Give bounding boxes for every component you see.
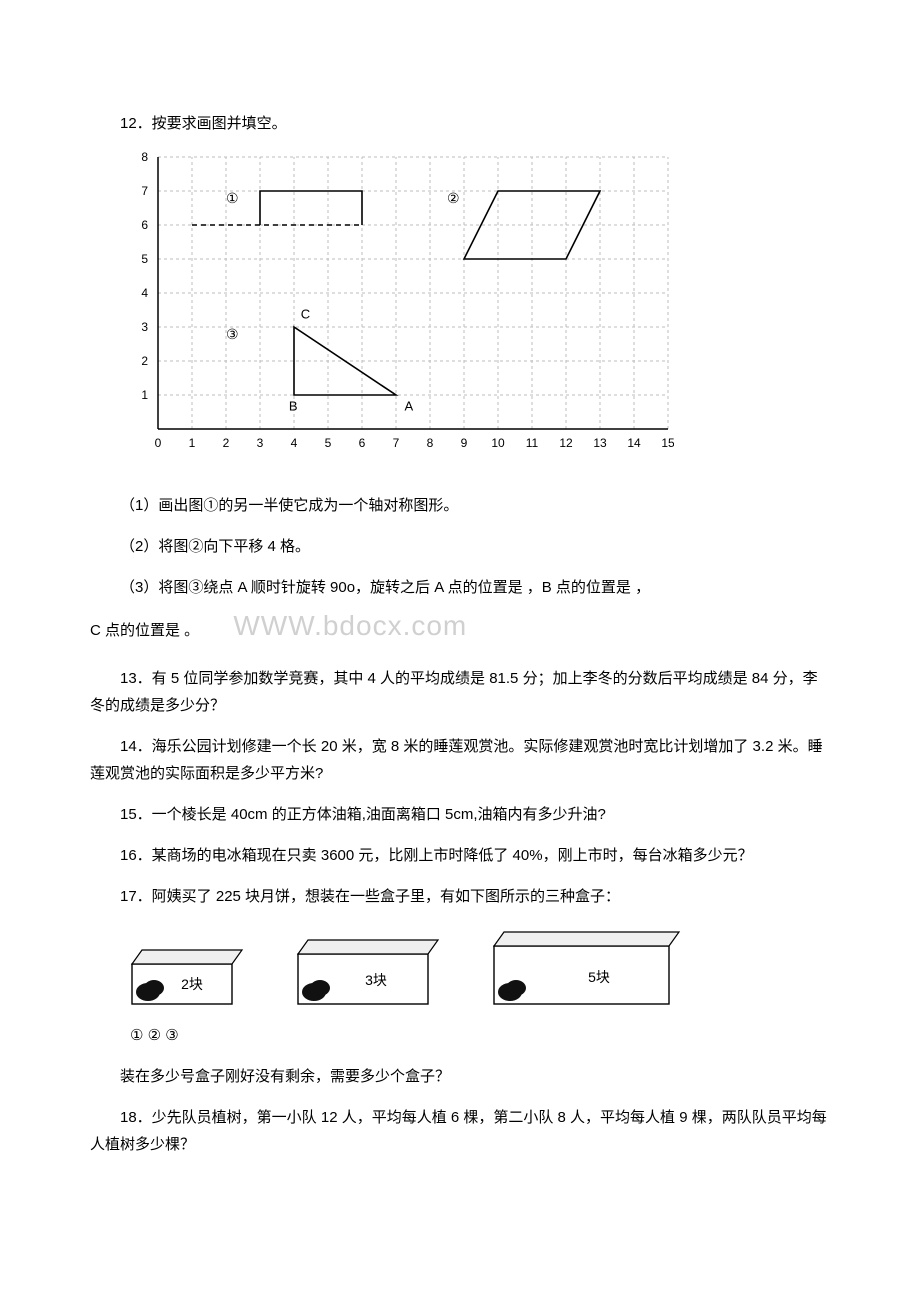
q12-title: 12．按要求画图并填空。 bbox=[90, 110, 830, 137]
svg-text:2: 2 bbox=[223, 436, 230, 450]
svg-text:15: 15 bbox=[661, 436, 674, 450]
q18: 18．少先队员植树，第一小队 12 人，平均每人植 6 棵，第二小队 8 人，平… bbox=[90, 1104, 830, 1158]
svg-text:13: 13 bbox=[593, 436, 607, 450]
svg-text:5: 5 bbox=[325, 436, 332, 450]
svg-text:C: C bbox=[301, 307, 310, 322]
svg-text:8: 8 bbox=[141, 151, 148, 164]
q16: 16．某商场的电冰箱现在只卖 3600 元，比刚上市时降低了 40%，刚上市时，… bbox=[90, 842, 830, 869]
svg-text:11: 11 bbox=[526, 436, 539, 450]
box-1: 2块 bbox=[130, 946, 246, 1008]
svg-text:1: 1 bbox=[141, 388, 148, 402]
q17-boxes: 2块 3块 5块 bbox=[130, 928, 830, 1008]
svg-text:4: 4 bbox=[141, 286, 148, 300]
svg-text:3: 3 bbox=[257, 436, 264, 450]
svg-text:1: 1 bbox=[189, 436, 196, 450]
svg-text:A: A bbox=[405, 398, 414, 413]
svg-text:5块: 5块 bbox=[588, 969, 610, 985]
svg-text:B: B bbox=[289, 398, 298, 413]
q12-sub3b: C 点的位置是 。 WWW.bdocx.com bbox=[90, 601, 830, 651]
svg-text:8: 8 bbox=[427, 436, 434, 450]
svg-text:5: 5 bbox=[141, 252, 148, 266]
q12-sub3b-text: C 点的位置是 。 bbox=[90, 622, 199, 639]
q12-sub3-text: （3）将图③绕点 A 顺时针旋转 90o，旋转之后 A 点的位置是 ，B 点的位… bbox=[120, 579, 650, 596]
q17-title: 17．阿姨买了 225 块月饼，想装在一些盒子里，有如下图所示的三种盒子： bbox=[90, 883, 830, 910]
svg-text:7: 7 bbox=[393, 436, 400, 450]
grid-diagram-svg: 012345678910111213141512345678①②③CBA bbox=[130, 151, 674, 453]
svg-text:2: 2 bbox=[141, 354, 148, 368]
box-2: 3块 bbox=[296, 936, 442, 1008]
q15: 15．一个棱长是 40cm 的正方体油箱,油面离箱口 5cm,油箱内有多少升油? bbox=[90, 801, 830, 828]
svg-text:10: 10 bbox=[491, 436, 505, 450]
svg-text:4: 4 bbox=[291, 436, 298, 450]
svg-text:③: ③ bbox=[226, 326, 239, 342]
svg-text:②: ② bbox=[447, 190, 460, 206]
q12-sub1: （1）画出图①的另一半使它成为一个轴对称图形。 bbox=[90, 492, 830, 519]
svg-text:①: ① bbox=[226, 190, 239, 206]
svg-text:12: 12 bbox=[559, 436, 573, 450]
q14: 14．海乐公园计划修建一个长 20 米，宽 8 米的睡莲观赏池。实际修建观赏池时… bbox=[90, 733, 830, 787]
box-3: 5块 bbox=[492, 928, 683, 1008]
watermark-text: WWW.bdocx.com bbox=[233, 610, 467, 641]
q12-sub3: （3）将图③绕点 A 顺时针旋转 90o，旋转之后 A 点的位置是 ，B 点的位… bbox=[90, 574, 830, 601]
svg-text:3: 3 bbox=[141, 320, 148, 334]
svg-text:0: 0 bbox=[155, 436, 162, 450]
q17-numbers: ① ② ③ bbox=[130, 1022, 830, 1049]
svg-text:9: 9 bbox=[461, 436, 468, 450]
q17-question: 装在多少号盒子刚好没有剩余，需要多少个盒子？ bbox=[90, 1063, 830, 1090]
svg-text:14: 14 bbox=[627, 436, 641, 450]
q12-chart: 012345678910111213141512345678①②③CBA bbox=[130, 151, 830, 462]
svg-text:6: 6 bbox=[141, 218, 148, 232]
svg-text:2块: 2块 bbox=[181, 976, 203, 992]
svg-text:6: 6 bbox=[359, 436, 366, 450]
q12-sub2: （2）将图②向下平移 4 格。 bbox=[90, 533, 830, 560]
svg-text:7: 7 bbox=[141, 184, 148, 198]
svg-text:3块: 3块 bbox=[365, 972, 387, 988]
q13: 13．有 5 位同学参加数学竞赛，其中 4 人的平均成绩是 81.5 分；加上李… bbox=[90, 665, 830, 719]
